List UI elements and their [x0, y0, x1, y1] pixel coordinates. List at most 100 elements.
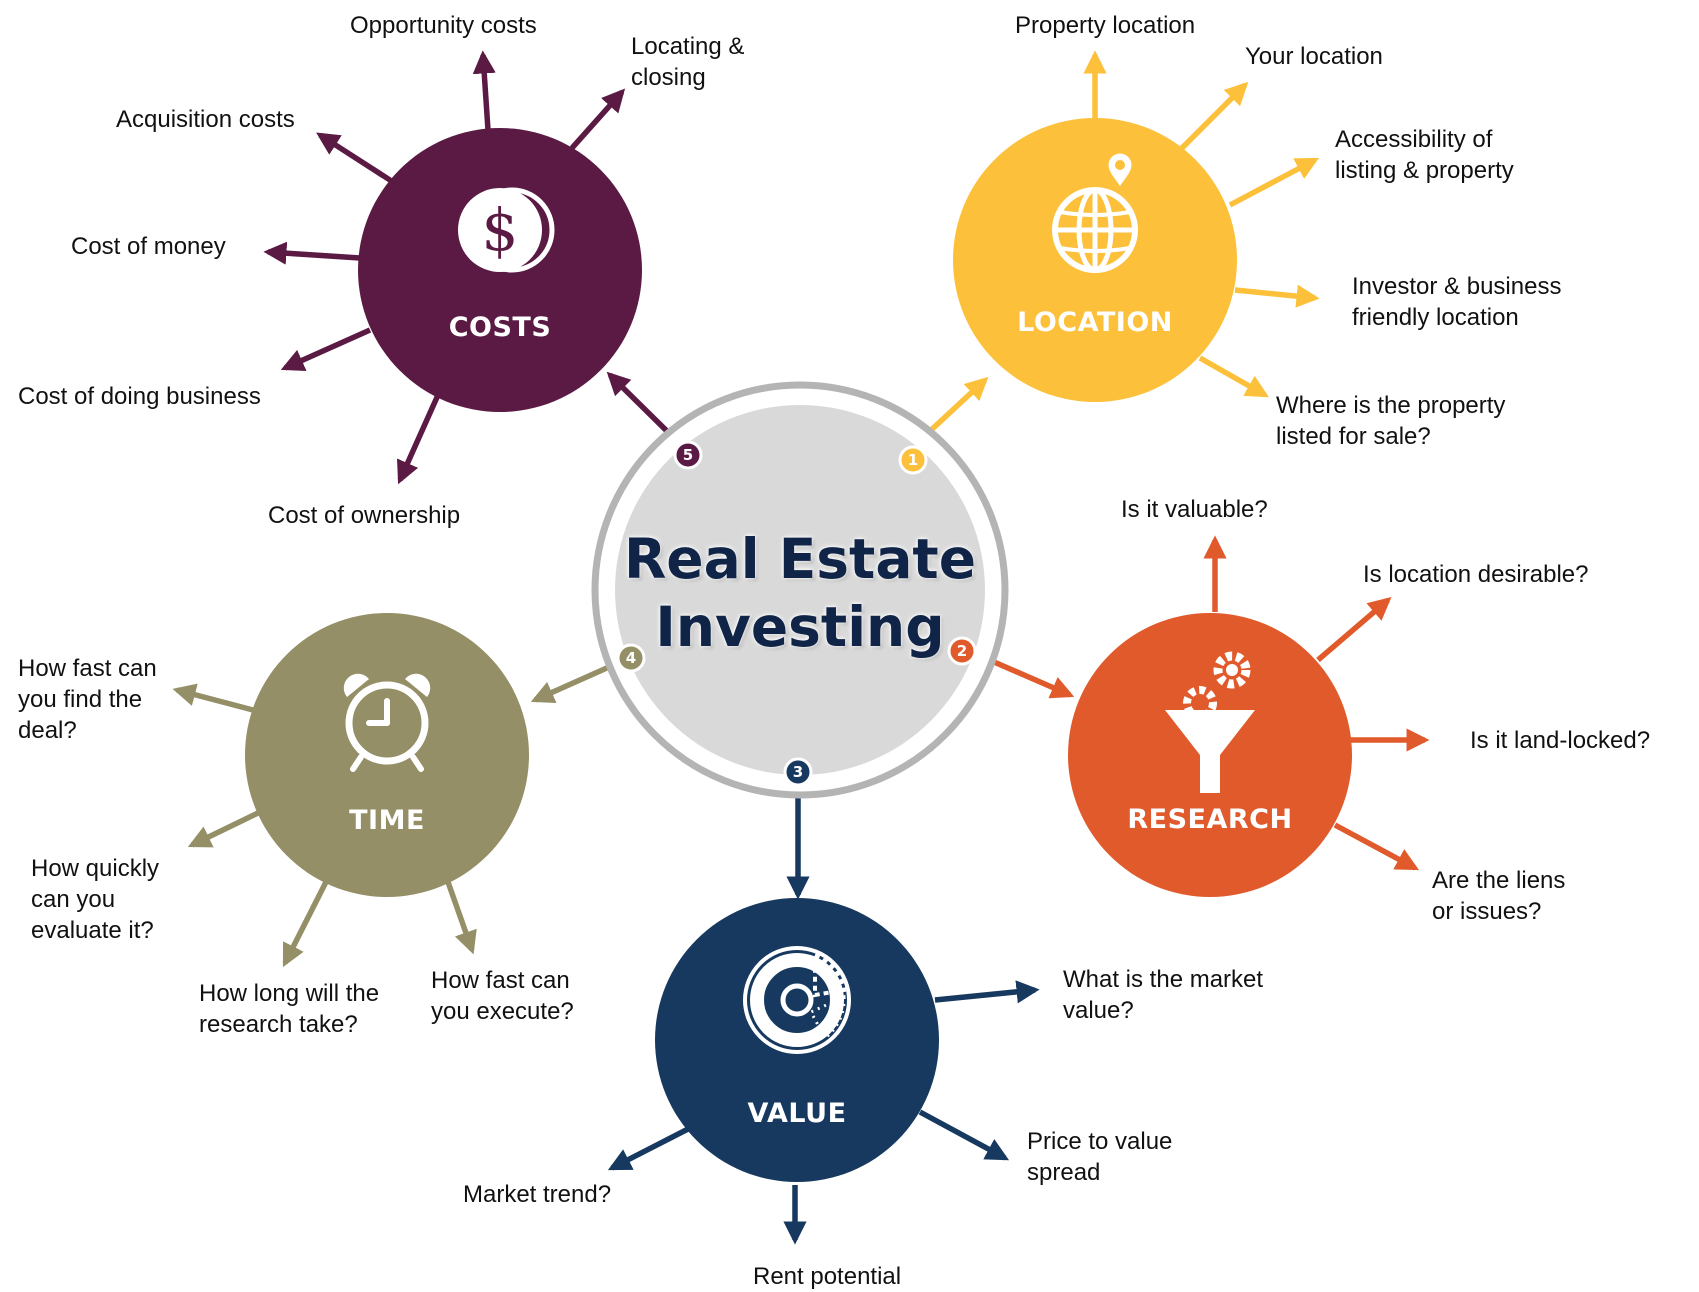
costs-item-label: Cost of doing business — [18, 381, 261, 412]
location-item-line: Where is the property — [1276, 392, 1506, 419]
costs-arrow — [316, 132, 395, 185]
time-step-number: 4 — [625, 649, 637, 667]
research-step-number: 2 — [956, 642, 968, 660]
value-item-line: spread — [1027, 1159, 1101, 1186]
time-item-line: How fast can — [431, 967, 570, 994]
time-step-badge — [616, 643, 646, 673]
value-hub-label: VALUE — [747, 1098, 847, 1129]
research-item-label: Are the liens or issues? — [1432, 865, 1565, 927]
time-arrow — [187, 809, 262, 848]
location-item-line: Your location — [1245, 43, 1383, 70]
research-item-label: Is location desirable? — [1363, 559, 1588, 590]
research-step-badge — [947, 636, 977, 666]
location-item-label: Property location — [1015, 10, 1195, 41]
time-item-line: you find the — [18, 686, 143, 713]
research-item-label: Is it valuable? — [1121, 494, 1268, 525]
costs-item-line: Cost of ownership — [268, 502, 461, 529]
location-item-label: Accessibility of listing & property — [1335, 124, 1514, 186]
time-arrow — [282, 878, 330, 968]
location-item-line: Accessibility of — [1335, 126, 1493, 153]
location-item-line: listing & property — [1335, 157, 1514, 184]
location-step-badge — [898, 445, 928, 475]
costs-item-line: Cost of doing business — [18, 383, 261, 410]
value-item-line: Price to value — [1027, 1128, 1173, 1155]
donut-chart-icon — [743, 946, 851, 1054]
value-item-line: Rent potential — [753, 1263, 902, 1290]
location-arrow — [1228, 157, 1320, 208]
location-item-line: friendly location — [1352, 304, 1519, 331]
costs-hub-label: COSTS — [448, 312, 552, 343]
badge-layer — [616, 440, 977, 787]
value-step-badge — [783, 757, 813, 787]
alarm-clock-icon — [343, 673, 431, 772]
costs-item-label: Cost of ownership — [268, 500, 460, 531]
costs-item-line: Locating & — [631, 33, 745, 60]
time-link-arrow — [530, 660, 620, 704]
costs-arrow — [280, 327, 372, 372]
costs-item-label: Locating & closing — [631, 31, 744, 93]
center-hub — [615, 405, 985, 775]
time-item-line: deal? — [18, 717, 77, 744]
costs-step-number: 5 — [682, 446, 694, 464]
time-item-label: How fast can you execute? — [431, 965, 574, 1027]
research-item-line: or issues? — [1432, 898, 1542, 925]
time-item-line: How fast can — [18, 655, 157, 682]
value-item-label: Market trend? — [463, 1179, 611, 1210]
location-item-line: Property location — [1015, 12, 1196, 39]
dollar-glyph: $ — [482, 196, 519, 264]
value-arrow — [918, 1109, 1010, 1161]
research-arrow — [1316, 596, 1392, 663]
time-arrow — [172, 683, 254, 713]
location-item-line: Investor & business — [1352, 273, 1562, 300]
costs-item-line: Cost of money — [71, 233, 226, 260]
location-arrow — [1178, 81, 1249, 152]
value-arrow — [934, 980, 1040, 1004]
value-item-label: Price to value spread — [1027, 1126, 1172, 1188]
costs-arrow — [263, 241, 361, 265]
costs-item-line: Acquisition costs — [116, 106, 295, 133]
time-item-line: How quickly — [31, 855, 160, 882]
costs-item-line: closing — [631, 64, 706, 91]
center-title-line1: Real Estate — [623, 527, 977, 591]
value-step-number: 3 — [792, 763, 804, 781]
time-arrow — [445, 881, 477, 955]
value-item-label: What is the market value? — [1063, 964, 1263, 1026]
hub-layer: $ — [245, 118, 1352, 1182]
value-item-line: What is the market — [1063, 966, 1264, 993]
time-item-line: can you — [31, 886, 116, 913]
value-arrow — [607, 1125, 692, 1171]
location-item-label: Where is the property listed for sale? — [1276, 390, 1505, 452]
research-item-line: Are the liens — [1432, 867, 1566, 894]
research-arrow — [1333, 822, 1420, 871]
costs-item-line: Opportunity costs — [350, 12, 537, 39]
location-item-label: Investor & business friendly location — [1352, 271, 1561, 333]
costs-arrow — [396, 393, 441, 485]
time-hub — [245, 613, 529, 897]
time-item-line: evaluate it? — [31, 917, 154, 944]
value-item-line: Market trend? — [463, 1181, 612, 1208]
location-item-line: listed for sale? — [1276, 423, 1431, 450]
research-item-line: Is it land-locked? — [1470, 727, 1651, 754]
costs-item-label: Cost of money — [71, 231, 226, 262]
value-item-line: value? — [1063, 997, 1134, 1024]
location-arrow — [1234, 284, 1320, 308]
location-step-number: 1 — [907, 451, 919, 469]
time-item-line: How long will the — [199, 980, 380, 1007]
costs-item-label: Acquisition costs — [116, 104, 295, 135]
costs-arrow — [569, 88, 626, 150]
globe-pin-icon — [1052, 150, 1138, 273]
research-item-line: Is it valuable? — [1121, 496, 1268, 523]
dollar-coin-icon: $ — [458, 187, 555, 273]
location-arrow — [1198, 355, 1270, 398]
costs-arrow — [472, 50, 496, 131]
research-item-label: Is it land-locked? — [1470, 725, 1650, 756]
costs-step-badge — [673, 440, 703, 470]
location-item-label: Your location — [1245, 41, 1383, 72]
time-item-line: research take? — [199, 1011, 358, 1038]
costs-item-label: Opportunity costs — [350, 10, 537, 41]
time-item-line: you execute? — [431, 998, 574, 1025]
research-hub-label: RESEARCH — [1127, 804, 1293, 835]
funnel-gears-icon — [1165, 651, 1255, 793]
